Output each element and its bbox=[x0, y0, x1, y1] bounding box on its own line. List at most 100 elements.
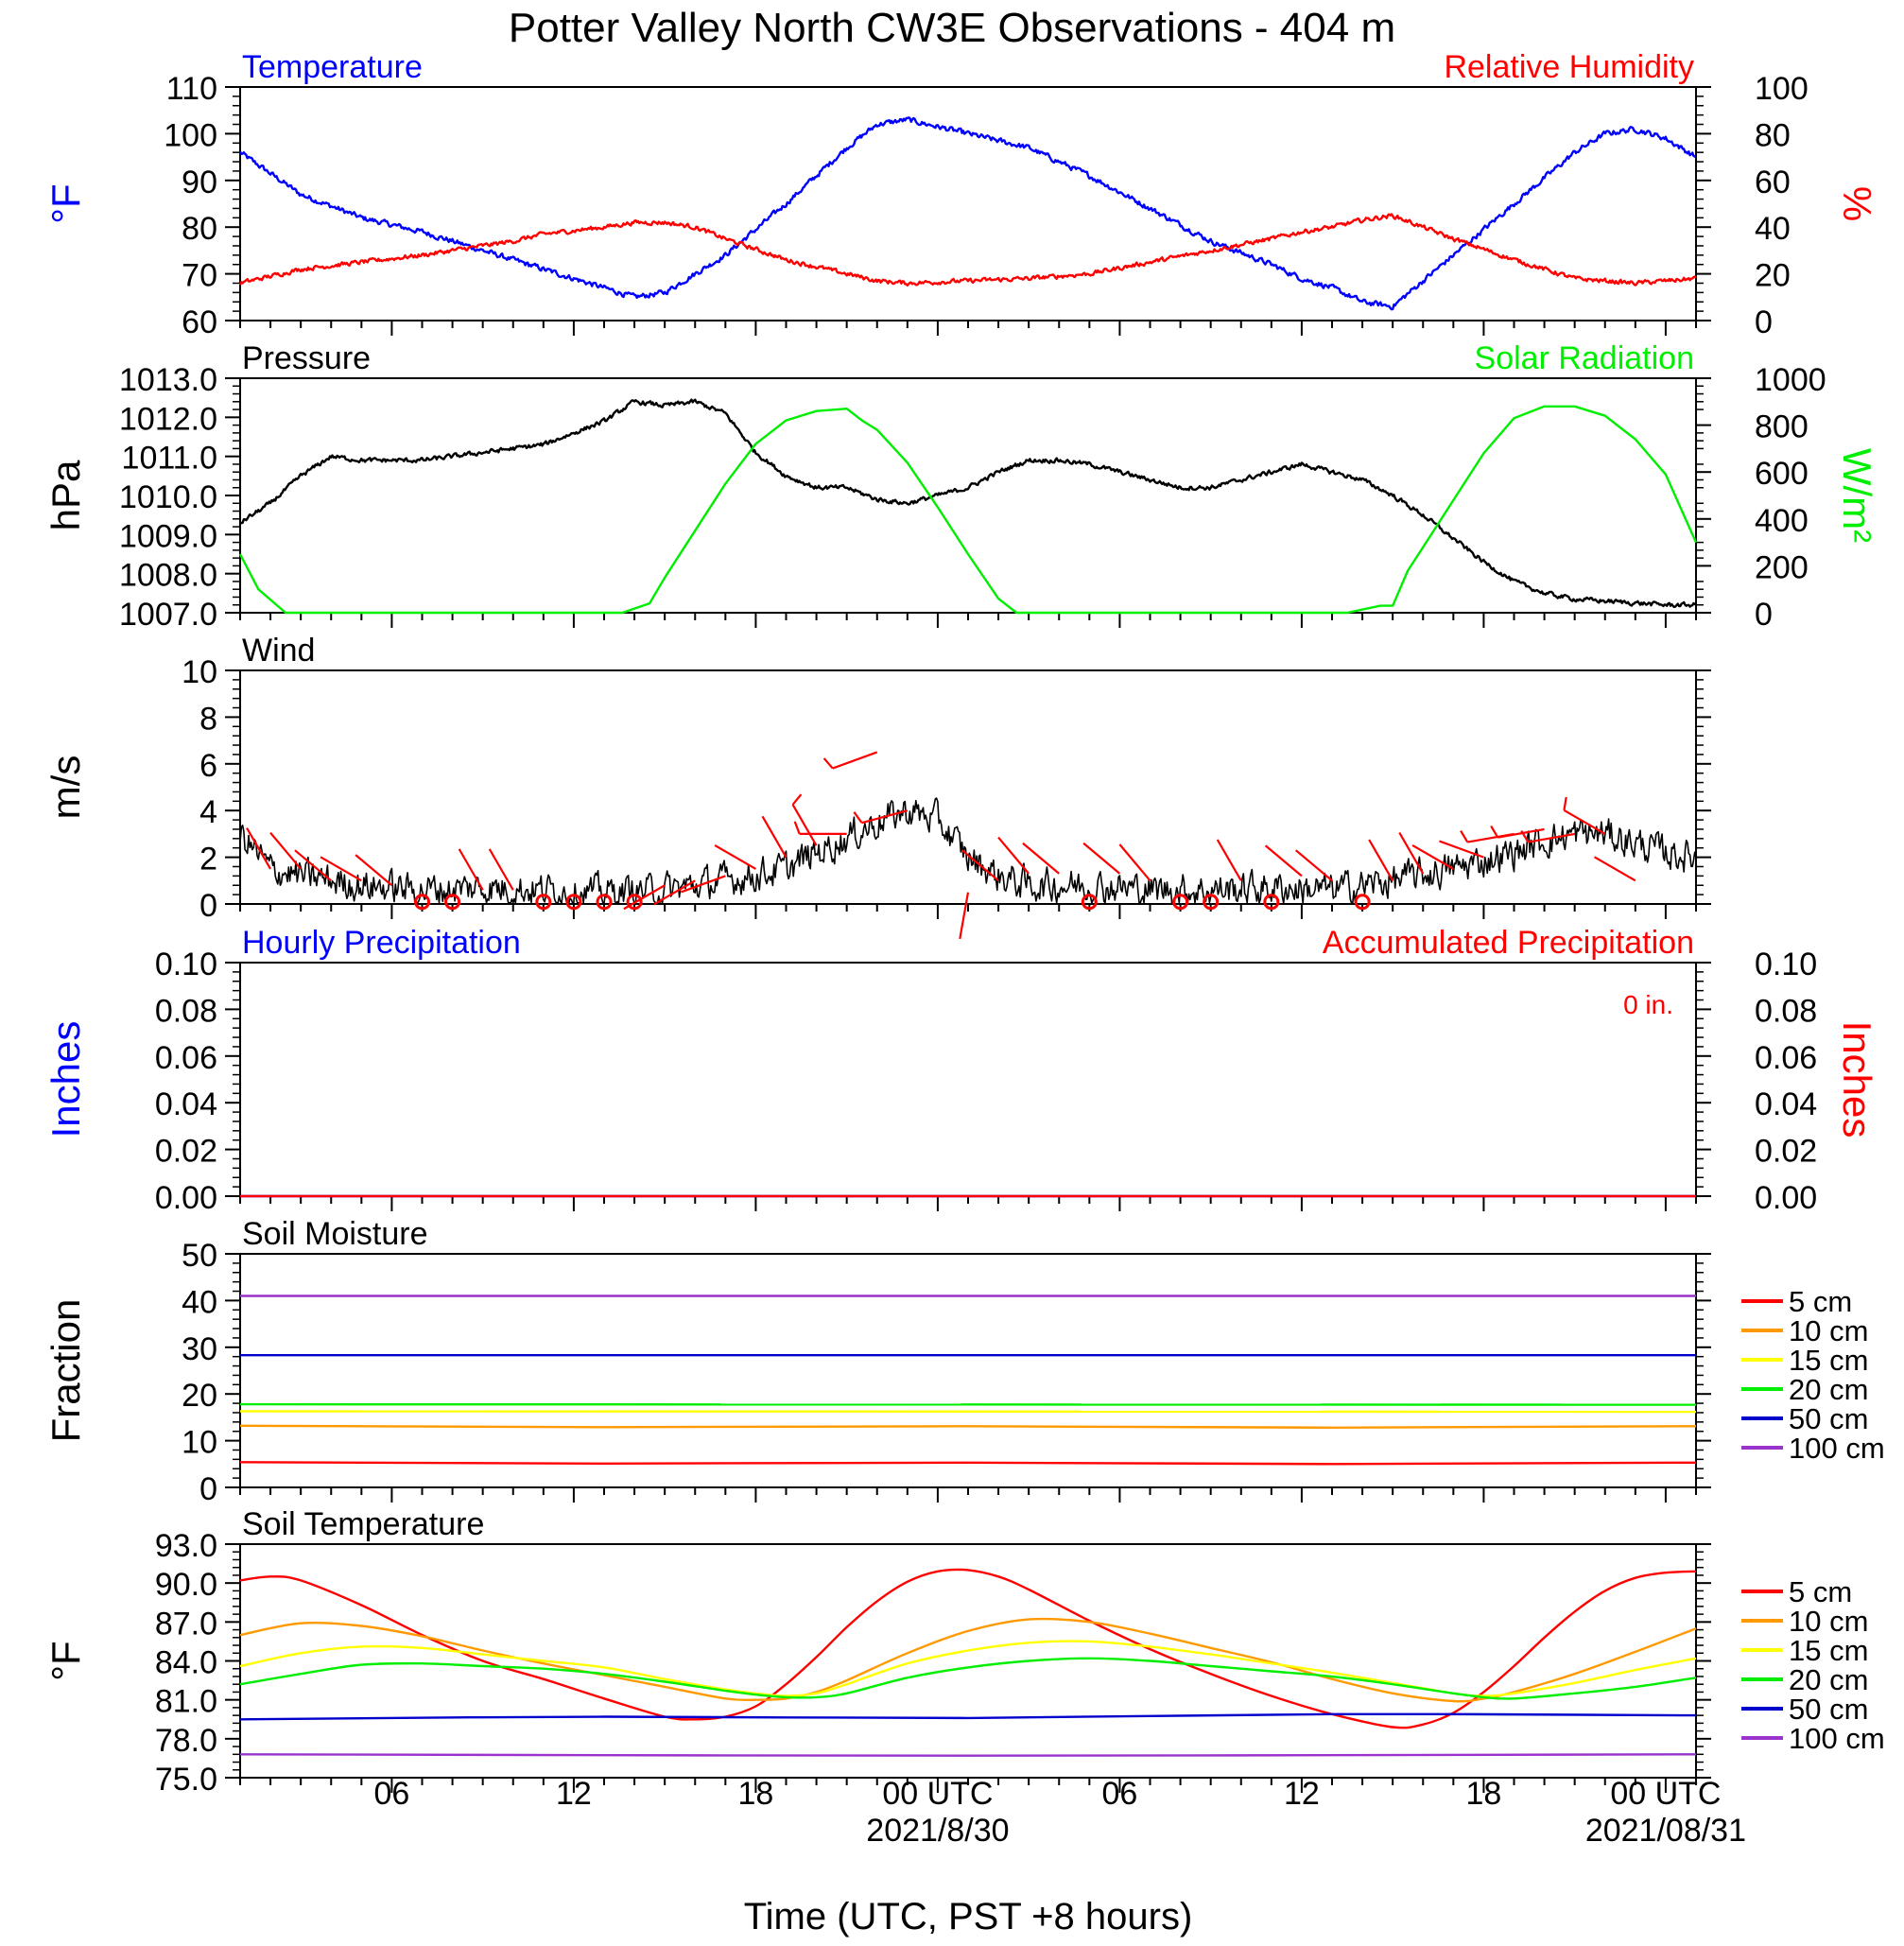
x-tick-label: 18 bbox=[738, 1776, 774, 1812]
calm-wind-marker bbox=[444, 894, 461, 911]
y-tick-label-right: 0.00 bbox=[1755, 1180, 1817, 1216]
x-tick-label: 18 bbox=[1466, 1776, 1502, 1812]
wind-barb bbox=[1216, 839, 1242, 881]
legend-label: 100 cm bbox=[1789, 1432, 1885, 1465]
series-line-20-cm bbox=[239, 1657, 1697, 1700]
x-date-label: 2021/08/31 bbox=[1585, 1813, 1746, 1849]
y-tick-label: 75.0 bbox=[155, 1762, 217, 1798]
calm-wind-marker bbox=[1172, 894, 1189, 911]
y-tick-label-right: 60 bbox=[1755, 165, 1791, 200]
y-tick-label: 60 bbox=[182, 304, 217, 340]
wind-barb bbox=[1497, 827, 1545, 839]
y-tick-label: 1009.0 bbox=[119, 518, 217, 554]
y-tick-label: 0 bbox=[199, 888, 217, 924]
panel-title-right: Accumulated Precipitation bbox=[1323, 925, 1694, 961]
series-line-15-cm bbox=[239, 1410, 1697, 1414]
wind-barb bbox=[680, 875, 726, 894]
y-tick-label-right: 100 bbox=[1755, 71, 1809, 107]
y-tick-label-right: 600 bbox=[1755, 456, 1809, 492]
y-tick-label: 0.04 bbox=[155, 1086, 217, 1122]
y-axis-label: Fraction bbox=[43, 1299, 88, 1443]
wind-barb bbox=[269, 831, 303, 870]
y-tick-label-right: 80 bbox=[1755, 117, 1791, 153]
y-tick-label: 100 bbox=[164, 117, 217, 153]
wind-barb-flag bbox=[822, 757, 834, 770]
series-line-solar-radiation bbox=[238, 405, 1698, 615]
precip-total-annotation: 0 in. bbox=[1623, 990, 1673, 1019]
legend-label: 10 cm bbox=[1789, 1314, 1868, 1347]
y-tick-label: 2 bbox=[199, 842, 217, 877]
y-axis-label-right: % bbox=[1835, 186, 1879, 221]
wind-barb bbox=[1264, 844, 1303, 877]
y-tick-label-right: 0 bbox=[1755, 597, 1773, 633]
y-tick-label-right: 0.04 bbox=[1755, 1086, 1817, 1122]
calm-wind-marker bbox=[1263, 894, 1280, 911]
panel-precip: 0.00 0.02 0.04 0.06 0.08 0.10 0.00 0.02 0.04 0.06… bbox=[43, 925, 1879, 1216]
wind-barb bbox=[1118, 843, 1151, 882]
series-line-10-cm bbox=[239, 1424, 1697, 1429]
series-line-5-cm bbox=[239, 1568, 1697, 1729]
x-tick-label: 12 bbox=[1284, 1776, 1320, 1812]
series-line-5-cm bbox=[239, 1461, 1697, 1466]
series-line-50-cm bbox=[239, 1712, 1697, 1721]
y-tick-label: 0.00 bbox=[155, 1180, 217, 1216]
calm-wind-marker bbox=[535, 894, 552, 911]
plot-frame bbox=[239, 1543, 1697, 1779]
calm-wind-marker bbox=[414, 894, 430, 911]
y-tick-label: 70 bbox=[182, 258, 217, 294]
y-tick-label: 80 bbox=[182, 211, 217, 247]
wind-barb bbox=[294, 849, 332, 882]
calm-wind-marker bbox=[1203, 894, 1220, 911]
wind-barb-flag bbox=[1490, 825, 1499, 839]
y-tick-label: 30 bbox=[182, 1331, 217, 1367]
y-axis-label: Inches bbox=[43, 1021, 88, 1138]
y-tick-label: 0.06 bbox=[155, 1040, 217, 1076]
y-tick-label: 87.0 bbox=[155, 1606, 217, 1642]
y-axis-label: hPa bbox=[43, 460, 88, 530]
y-tick-label: 90.0 bbox=[155, 1567, 217, 1603]
legend-label: 5 cm bbox=[1789, 1575, 1852, 1608]
y-tick-label: 84.0 bbox=[155, 1645, 217, 1681]
series-line-20-cm bbox=[239, 1402, 1697, 1406]
panel-title-left: Pressure bbox=[242, 340, 371, 376]
y-axis-label: m/s bbox=[43, 756, 88, 820]
panel-title-left: Hourly Precipitation bbox=[242, 925, 521, 961]
y-tick-label-right: 400 bbox=[1755, 503, 1809, 539]
wind-barb bbox=[861, 809, 909, 825]
wind-barb bbox=[959, 892, 970, 940]
wind-barb-flag bbox=[791, 793, 803, 806]
y-tick-label: 40 bbox=[182, 1284, 217, 1320]
legend-label: 5 cm bbox=[1789, 1285, 1852, 1318]
wind-barb bbox=[1398, 832, 1425, 875]
y-tick-label: 10 bbox=[182, 654, 217, 690]
y-tick-label: 0.08 bbox=[155, 993, 217, 1029]
legend-label: 100 cm bbox=[1789, 1722, 1885, 1755]
y-tick-label: 0.10 bbox=[155, 947, 217, 982]
wind-barb-flag bbox=[793, 821, 801, 835]
y-tick-label-right: 1000 bbox=[1755, 362, 1826, 398]
wind-barb bbox=[1022, 842, 1060, 875]
panel-title-right: Relative Humidity bbox=[1444, 49, 1694, 85]
wind-barbs bbox=[246, 751, 1636, 940]
calm-wind-marker bbox=[596, 894, 613, 911]
panel-title-left: Wind bbox=[242, 633, 315, 669]
y-tick-label: 110 bbox=[166, 71, 217, 107]
x-axis-label: Time (UTC, PST +8 hours) bbox=[744, 1896, 1193, 1937]
y-tick-label: 1008.0 bbox=[119, 558, 217, 594]
y-tick-label-right: 20 bbox=[1755, 258, 1791, 294]
y-tick-label: 6 bbox=[199, 748, 217, 784]
x-tick-label: 12 bbox=[556, 1776, 592, 1812]
y-tick-label: 1011.0 bbox=[122, 441, 217, 477]
y-tick-label: 0.02 bbox=[155, 1134, 217, 1170]
panel-temp-rh: 60 70 80 90 100 110 0 20 40 60 80 100 Temperature Rel… bbox=[43, 49, 1879, 340]
y-axis-label: °F bbox=[43, 1641, 88, 1680]
wind-barb bbox=[1563, 808, 1606, 835]
y-tick-label: 10 bbox=[182, 1425, 217, 1461]
y-tick-label: 1013.0 bbox=[119, 362, 217, 398]
wind-barb-flag bbox=[1460, 829, 1469, 843]
